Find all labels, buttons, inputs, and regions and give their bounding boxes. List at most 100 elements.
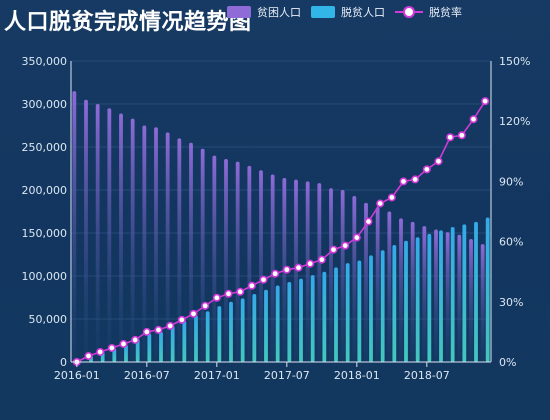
bar-relief (264, 289, 268, 362)
rate-point (84, 351, 93, 360)
bar-relief (404, 240, 408, 362)
bar-poverty (457, 234, 462, 362)
bar-poverty (422, 226, 427, 362)
bar-poverty (329, 188, 333, 362)
rate-point (177, 315, 186, 324)
rate-point (294, 263, 303, 272)
legend-swatch-poverty (227, 6, 251, 18)
rate-point (119, 339, 128, 348)
bar-relief (485, 217, 490, 362)
rate-point (271, 269, 280, 278)
rate-point (481, 97, 490, 106)
y-right-tick-label: 90% (499, 175, 523, 188)
y-right-tick-label: 150% (499, 55, 530, 68)
rate-point (317, 255, 326, 264)
bar-poverty (247, 165, 252, 362)
bar-poverty (387, 211, 392, 362)
x-tick-label: 2016-01 (54, 369, 100, 382)
rate-point (376, 199, 385, 208)
rate-point (224, 289, 233, 298)
rate-point (166, 321, 175, 330)
bar-relief (450, 226, 455, 362)
bar-relief (334, 267, 338, 362)
bar-relief (415, 237, 420, 362)
y-right-tick-label: 30% (499, 296, 523, 309)
rate-point (469, 115, 478, 124)
bar-relief (427, 233, 432, 362)
bar-relief (170, 325, 175, 362)
rate-point (434, 157, 443, 166)
rate-point (154, 325, 163, 334)
legend-line-rate (395, 6, 423, 18)
y-left-tick-label: 150,000 (22, 227, 68, 240)
rate-point (352, 233, 361, 242)
rate-point (282, 265, 291, 274)
bar-relief (275, 285, 280, 362)
bar-poverty (142, 125, 147, 362)
legend-swatch-relief (311, 6, 335, 18)
bar-relief (112, 348, 117, 362)
y-left-tick-label: 100,000 (22, 270, 68, 283)
x-tick-label: 2016-07 (124, 369, 170, 382)
bar-poverty (107, 108, 112, 362)
bar-poverty (399, 218, 403, 362)
bar-poverty (95, 104, 100, 362)
bar-poverty (189, 142, 193, 362)
bar-relief (439, 230, 443, 362)
rate-point (422, 165, 431, 174)
bar-poverty (154, 127, 158, 362)
bar-poverty (294, 179, 298, 362)
y-left-tick-label: 50,000 (29, 313, 68, 326)
bar-relief (357, 260, 362, 362)
rate-point (341, 241, 350, 250)
bar-poverty (165, 132, 170, 362)
rate-point (247, 281, 256, 290)
rate-point (399, 177, 408, 186)
bar-relief (392, 245, 397, 362)
bar-poverty (212, 155, 217, 362)
bar-poverty (352, 196, 357, 362)
rate-point (142, 327, 151, 336)
bar-relief (287, 282, 292, 362)
y-right-tick-label: 0% (499, 356, 516, 369)
bar-poverty (305, 181, 310, 362)
bar-relief (194, 315, 198, 362)
rate-point (364, 217, 373, 226)
rate-point (236, 287, 245, 296)
rate-point (201, 301, 210, 310)
rate-point (259, 275, 268, 284)
rate-point (131, 335, 140, 344)
bars-layer (72, 91, 490, 363)
bar-poverty (72, 91, 77, 362)
rate-point (107, 343, 116, 352)
bar-relief (147, 333, 152, 362)
bar-poverty (375, 207, 380, 362)
rate-point (212, 293, 221, 302)
legend-label-poverty: 贫困人口 (257, 6, 301, 19)
rate-point (96, 347, 105, 356)
axis-layer: 0 50,000 100,000 150,000 200,000 250,000 300,0… (22, 55, 531, 382)
bar-poverty (200, 148, 205, 362)
y-left-tick-label: 0 (60, 356, 67, 369)
bar-poverty (270, 174, 275, 362)
bar-relief (159, 331, 163, 362)
bar-relief (299, 278, 303, 362)
legend-item-relief[interactable]: 脱贫人口 (311, 4, 385, 20)
bar-poverty (340, 190, 345, 362)
legend-item-poverty[interactable]: 贫困人口 (227, 4, 301, 20)
bar-relief (252, 294, 257, 362)
bar-relief (205, 311, 210, 362)
bar-poverty (130, 118, 135, 363)
chart-title: 人口脱贫完成情况趋势图 (4, 10, 252, 35)
bar-poverty (119, 113, 123, 363)
legend: 贫困人口 脱贫人口 脱贫率 (227, 4, 462, 20)
rate-point (457, 131, 466, 140)
bar-relief (474, 221, 478, 362)
rate-point (446, 133, 455, 142)
bar-poverty (84, 99, 88, 362)
legend-item-rate[interactable]: 脱贫率 (395, 4, 462, 20)
legend-label-rate: 脱贫率 (429, 6, 462, 19)
bar-poverty (235, 161, 240, 362)
bar-poverty (410, 221, 415, 362)
